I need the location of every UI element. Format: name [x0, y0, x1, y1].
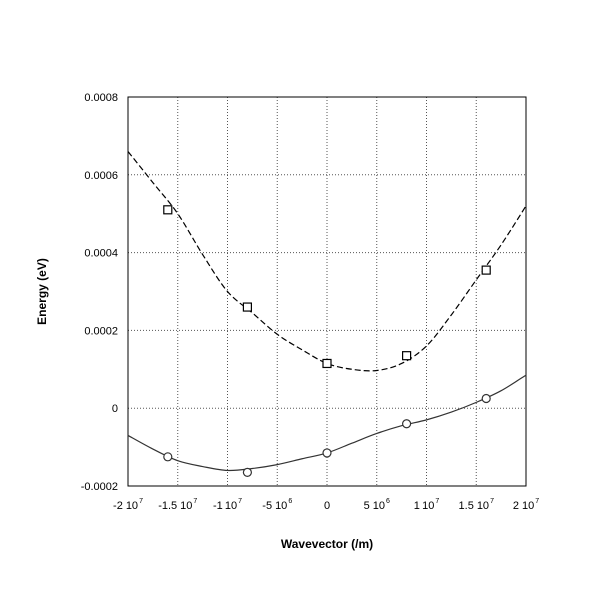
upper-branch-marker	[322, 358, 332, 369]
upper-branch-marker	[242, 302, 252, 312]
x-tick-label: 5 106	[364, 498, 390, 512]
lower-branch-marker	[322, 448, 332, 458]
upper-branch-marker	[402, 351, 412, 361]
x-tick-label: 2 107	[513, 498, 539, 512]
x-tick-label: -5 106	[262, 498, 292, 512]
y-tick-label: -0.0002	[81, 481, 118, 493]
lower-branch-marker	[481, 393, 491, 404]
lower-branch-marker	[242, 467, 252, 477]
y-axis-title: Energy (eV)	[35, 258, 49, 325]
y-tick-label: 0	[112, 403, 118, 415]
upper-branch-marker	[481, 265, 491, 275]
y-tick-label: 0.0006	[84, 170, 118, 182]
upper-branch-curve	[127, 151, 527, 372]
plot-frame	[127, 96, 527, 487]
y-tick-label: 0.0002	[84, 325, 118, 337]
gridlines	[128, 97, 526, 486]
tick-labels: -0.0002 0 0.0002 0.0004 0.0006 0.0008 -2 107 -1.…	[81, 92, 540, 512]
lower-branch-marker	[402, 419, 412, 429]
upper-branch-marker	[163, 205, 173, 215]
x-axis-title: Wavevector (/m)	[281, 537, 373, 551]
x-tick-label: -2 107	[113, 498, 143, 512]
y-tick-label: 0.0004	[84, 248, 118, 260]
series-layer	[127, 151, 527, 477]
lower-branch-marker	[163, 452, 173, 462]
x-tick-label: -1 107	[213, 498, 242, 512]
x-tick-label: 0	[324, 500, 330, 512]
y-tick-label: 0.0008	[84, 92, 118, 104]
x-tick-label: -1.5 107	[158, 498, 197, 512]
x-tick-label: 1.5 107	[459, 498, 495, 512]
x-tick-label: 1 107	[414, 498, 440, 512]
